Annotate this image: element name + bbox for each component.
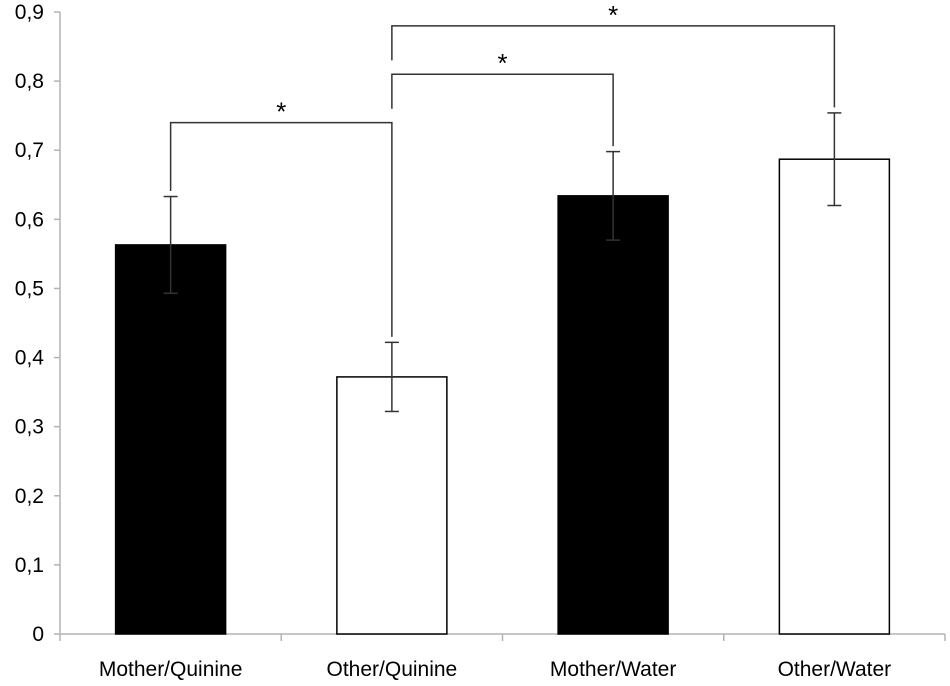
bar [114,244,227,635]
y-tick-label: 0,3 [15,416,44,439]
x-tick-label: Mother/Quinine [99,658,243,681]
x-tick-label: Other/Water [778,658,892,681]
significance-brackets: * * * [169,0,836,337]
y-tick-label: 0,4 [15,347,45,370]
x-tick-label: Mother/Water [550,658,676,681]
significance-label: * [276,97,286,127]
y-tick-label: 0,8 [15,70,44,93]
y-tick-label: 0,2 [15,485,44,508]
x-axis: Mother/Quinine Other/Quinine Mother/Water O… [59,633,946,681]
y-tick-label: 0,6 [15,208,44,231]
significance-label: * [497,48,507,78]
bars [114,158,891,635]
significance-bracket [169,121,393,337]
bar [336,376,448,635]
y-tick-label: 0,9 [15,1,44,24]
y-tick-label: 0,1 [15,554,44,577]
y-axis: 0 0,1 0,2 0,3 0,4 0,5 0,6 0,7 0,8 0,9 [15,1,61,646]
y-tick-label: 0,5 [15,277,44,300]
significance-bracket [391,73,614,147]
error-bars [163,112,842,413]
bar [557,195,669,635]
y-tick-label: 0 [32,623,44,646]
y-tick-label: 0,7 [15,139,44,162]
bar [778,158,891,635]
significance-label: * [608,0,618,30]
significance-bracket [391,25,836,108]
x-tick-label: Other/Quinine [327,658,458,681]
